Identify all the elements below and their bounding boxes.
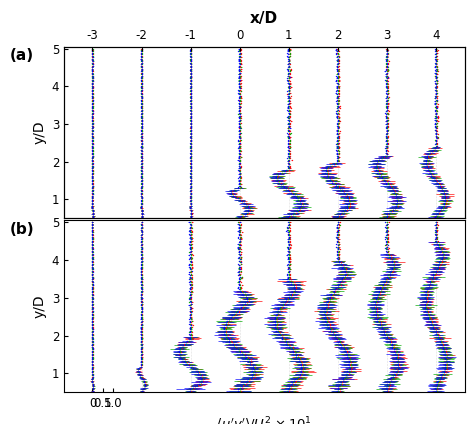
Y-axis label: y/D: y/D	[32, 295, 46, 318]
X-axis label: x/D: x/D	[250, 11, 278, 26]
Text: (b): (b)	[10, 222, 35, 237]
Text: (a): (a)	[10, 48, 34, 63]
Y-axis label: y/D: y/D	[32, 121, 46, 144]
X-axis label: $\langle u'v' \rangle / U_\infty^2 \times 10^1$: $\langle u'v' \rangle / U_\infty^2 \time…	[216, 416, 312, 424]
